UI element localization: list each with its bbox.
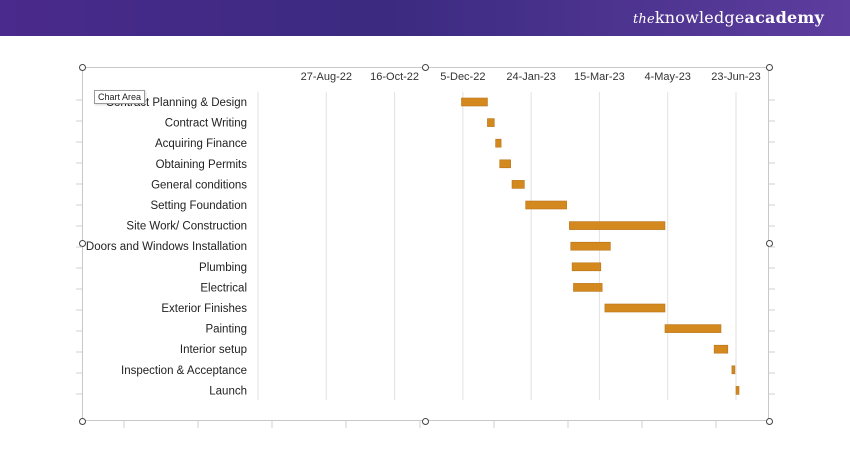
task-label: Exterior Finishes bbox=[161, 303, 247, 315]
resize-handle-top-right[interactable] bbox=[766, 64, 773, 71]
resize-handle-bottom-right[interactable] bbox=[766, 418, 773, 425]
brand-logo: theknowledgeacademy bbox=[633, 8, 824, 27]
x-tick-label: 15-Mar-23 bbox=[574, 71, 625, 83]
brand-knowledge: knowledge bbox=[654, 8, 745, 27]
brand-the: the bbox=[632, 12, 655, 27]
x-tick-label: 23-Jun-23 bbox=[711, 71, 761, 83]
task-bar bbox=[495, 138, 502, 148]
task-bar bbox=[573, 283, 603, 292]
task-label: Launch bbox=[209, 385, 247, 397]
task-bar bbox=[525, 200, 567, 210]
task-label: Plumbing bbox=[199, 262, 247, 274]
task-label: Acquiring Finance bbox=[155, 138, 247, 150]
task-label: Interior setup bbox=[180, 344, 247, 356]
task-bar bbox=[570, 241, 611, 251]
x-tick-label: 24-Jan-23 bbox=[506, 71, 556, 83]
task-bar bbox=[713, 344, 729, 354]
x-tick-label: 27-Aug-22 bbox=[301, 71, 352, 83]
task-label: Contract Writing bbox=[165, 118, 247, 130]
task-bar bbox=[735, 386, 740, 395]
task-bar bbox=[511, 180, 525, 189]
task-bar bbox=[487, 118, 495, 127]
task-label: General conditions bbox=[151, 179, 247, 191]
brand-academy: academy bbox=[744, 8, 824, 27]
task-bar bbox=[461, 97, 488, 107]
task-label: Setting Foundation bbox=[150, 200, 247, 212]
task-bar bbox=[604, 303, 666, 313]
x-tick-label: 5-Dec-22 bbox=[440, 71, 485, 83]
resize-handle-bottom-center[interactable] bbox=[422, 418, 429, 425]
task-label: Doors and Windows Installation bbox=[86, 241, 247, 253]
task-label: Electrical bbox=[200, 282, 247, 294]
gridlines bbox=[76, 92, 775, 428]
task-bar bbox=[569, 221, 666, 230]
resize-handle-bottom-left[interactable] bbox=[79, 418, 86, 425]
resize-handle-top-center[interactable] bbox=[422, 64, 429, 71]
task-bar bbox=[571, 262, 602, 272]
x-tick-label: 16-Oct-22 bbox=[370, 71, 419, 83]
task-label: Inspection & Acceptance bbox=[121, 365, 247, 377]
x-tick-label: 4-May-23 bbox=[644, 71, 690, 83]
task-bar bbox=[731, 365, 736, 375]
resize-handle-middle-left[interactable] bbox=[79, 240, 86, 247]
resize-handle-top-left[interactable] bbox=[79, 64, 86, 71]
task-bar bbox=[499, 159, 511, 169]
chart-area-tooltip: Chart Area bbox=[94, 90, 146, 104]
task-label: Painting bbox=[205, 324, 247, 336]
task-label: Obtaining Permits bbox=[156, 159, 248, 171]
header-banner: theknowledgeacademy bbox=[0, 0, 850, 36]
task-bar bbox=[664, 324, 722, 333]
task-bars bbox=[461, 97, 740, 395]
x-axis-ticks: 27-Aug-22 16-Oct-22 5-Dec-22 24-Jan-23 15-Ma… bbox=[301, 71, 761, 83]
task-label: Site Work/ Construction bbox=[126, 221, 247, 233]
